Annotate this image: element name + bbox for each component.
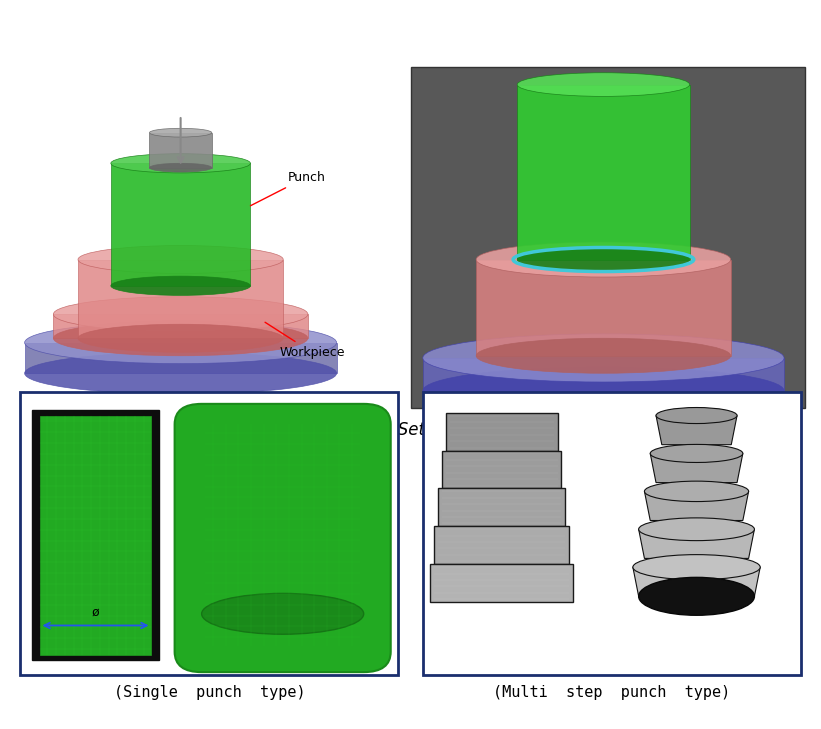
Bar bbox=[32, 410, 159, 660]
Polygon shape bbox=[476, 260, 731, 356]
Ellipse shape bbox=[517, 73, 690, 96]
Bar bbox=[410, 67, 805, 408]
Text: Punch: Punch bbox=[250, 171, 325, 206]
Bar bbox=[446, 413, 557, 451]
Polygon shape bbox=[656, 416, 737, 445]
Polygon shape bbox=[78, 260, 283, 338]
Polygon shape bbox=[423, 358, 784, 391]
Polygon shape bbox=[517, 85, 690, 260]
Ellipse shape bbox=[517, 248, 690, 271]
Ellipse shape bbox=[78, 246, 283, 273]
Polygon shape bbox=[644, 491, 749, 521]
Ellipse shape bbox=[25, 321, 337, 364]
Bar bbox=[434, 526, 569, 564]
Ellipse shape bbox=[639, 518, 754, 541]
Ellipse shape bbox=[111, 276, 250, 295]
Ellipse shape bbox=[476, 242, 731, 277]
Polygon shape bbox=[633, 567, 760, 596]
FancyBboxPatch shape bbox=[175, 404, 391, 672]
Ellipse shape bbox=[476, 338, 731, 373]
Text: (Single  punch  type): (Single punch type) bbox=[113, 685, 305, 700]
Ellipse shape bbox=[78, 324, 283, 352]
Polygon shape bbox=[53, 314, 308, 338]
Ellipse shape bbox=[149, 163, 212, 172]
Polygon shape bbox=[650, 453, 743, 483]
Ellipse shape bbox=[25, 352, 337, 394]
Polygon shape bbox=[149, 133, 212, 168]
Ellipse shape bbox=[650, 445, 743, 462]
Polygon shape bbox=[25, 343, 337, 373]
Ellipse shape bbox=[423, 334, 784, 382]
Ellipse shape bbox=[644, 481, 749, 502]
Ellipse shape bbox=[656, 408, 737, 424]
Ellipse shape bbox=[53, 321, 308, 356]
Ellipse shape bbox=[639, 577, 754, 615]
Polygon shape bbox=[639, 529, 754, 558]
Ellipse shape bbox=[202, 593, 364, 634]
Ellipse shape bbox=[149, 128, 212, 137]
Text: (Multi  step  punch  type): (Multi step punch type) bbox=[493, 685, 730, 700]
Text: Workpiece: Workpiece bbox=[265, 322, 345, 359]
Ellipse shape bbox=[53, 297, 308, 332]
Text: (a)  Setting: (a) Setting bbox=[364, 421, 457, 439]
Ellipse shape bbox=[633, 555, 760, 580]
Ellipse shape bbox=[111, 154, 250, 173]
Bar bbox=[442, 451, 562, 488]
Ellipse shape bbox=[423, 367, 784, 415]
Polygon shape bbox=[111, 163, 250, 286]
Bar bbox=[438, 488, 566, 526]
Bar bbox=[39, 416, 151, 655]
Text: ø: ø bbox=[92, 605, 99, 618]
Bar bbox=[430, 564, 573, 602]
